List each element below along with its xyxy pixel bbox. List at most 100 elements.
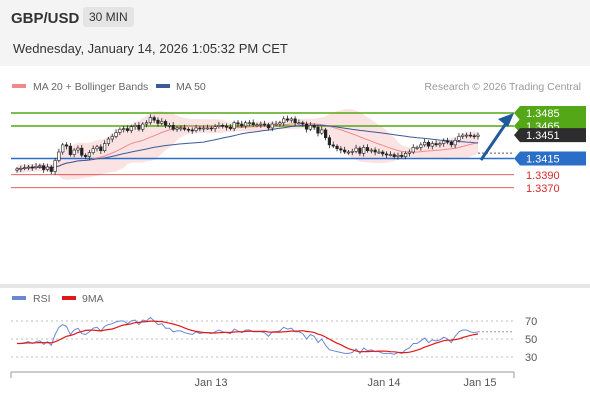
candle (236, 120, 240, 128)
ma50-line (16, 124, 479, 170)
candle-body (148, 117, 152, 124)
candle-body (125, 128, 130, 131)
candle-body (411, 147, 415, 153)
candle-body (445, 140, 450, 143)
rsi-ma-legend-swatch (62, 296, 76, 300)
rsi-panel-bg (0, 288, 590, 372)
candle-body (179, 127, 183, 130)
candle-body (464, 134, 469, 137)
candle (106, 137, 111, 147)
candle-body (152, 117, 156, 121)
candle (358, 146, 362, 156)
candle-body (137, 125, 141, 130)
candle (99, 144, 103, 154)
candle-body (53, 160, 57, 172)
candle (324, 127, 328, 141)
candle-body (141, 123, 145, 130)
candle (373, 147, 377, 156)
candle (205, 124, 210, 130)
candle-body (461, 134, 465, 137)
candle-body (400, 154, 404, 157)
candle (141, 122, 145, 132)
candle (83, 153, 88, 160)
ma20-legend-swatch (12, 84, 26, 88)
candle-body (194, 127, 198, 131)
candle (171, 122, 175, 132)
candle-body (171, 125, 175, 130)
candle-body (354, 147, 358, 152)
candle-body (274, 123, 278, 126)
candle (103, 140, 107, 153)
candle (365, 144, 370, 153)
candle-body (224, 125, 229, 128)
candle-body (186, 128, 191, 131)
candle-body (476, 134, 480, 137)
candle (247, 120, 252, 126)
timeframe-badge[interactable]: 30 MIN (83, 7, 134, 27)
candle (255, 122, 259, 128)
candle-body (320, 129, 324, 134)
candle (38, 163, 42, 169)
candle-body (419, 144, 423, 148)
candle (49, 165, 53, 175)
rsi-tick-50: 50 (525, 334, 537, 346)
candle-body (34, 166, 38, 168)
candle (335, 144, 339, 152)
candle-body (205, 127, 210, 130)
candle-body (369, 149, 373, 152)
candle (285, 115, 290, 123)
candle (64, 142, 69, 150)
candle-body (122, 128, 126, 130)
candle (42, 163, 46, 173)
candle-body (312, 125, 316, 128)
x-tick-0: Jan 13 (194, 377, 227, 389)
candle (453, 137, 457, 149)
candle (198, 126, 202, 132)
candle-body (26, 166, 31, 169)
candle (404, 151, 408, 160)
candle (461, 133, 465, 139)
rsi-ma-line (17, 320, 479, 354)
candle-body (423, 141, 427, 146)
candle (57, 148, 61, 163)
candle-body (263, 123, 267, 126)
candle (156, 117, 160, 127)
candle-body (453, 140, 457, 146)
candle (369, 148, 373, 154)
level-tag-2 (514, 128, 586, 143)
candle-body (396, 154, 400, 157)
candle-body (282, 118, 286, 124)
candle-body (156, 119, 160, 124)
candle-body (293, 118, 297, 124)
candle-body (57, 151, 61, 161)
candle-body (285, 118, 290, 121)
candle (282, 116, 286, 126)
candle-body (316, 127, 320, 134)
candle (392, 152, 396, 160)
candle (144, 120, 149, 128)
candle-body (449, 141, 453, 146)
projection-arrow-head (498, 113, 514, 127)
candle (457, 133, 461, 143)
candle-body (289, 118, 293, 121)
candle (45, 163, 50, 172)
candle (327, 135, 332, 149)
rsi-line (17, 316, 479, 355)
candle (163, 119, 168, 128)
rsi-tick-30: 30 (525, 352, 537, 364)
candle (331, 141, 335, 149)
candle (354, 144, 358, 154)
candle (400, 152, 404, 159)
candle-body (99, 146, 103, 152)
candle-body (83, 154, 88, 157)
candle-body (362, 147, 366, 154)
candle-body (358, 147, 362, 154)
x-axis-bg (0, 372, 590, 400)
candle (122, 126, 126, 133)
ma50-legend-swatch (156, 84, 170, 88)
candle (442, 138, 446, 147)
rsi-legend-label: RSI (33, 293, 51, 305)
candle (266, 122, 271, 131)
candle (304, 121, 309, 133)
candle (129, 124, 133, 134)
